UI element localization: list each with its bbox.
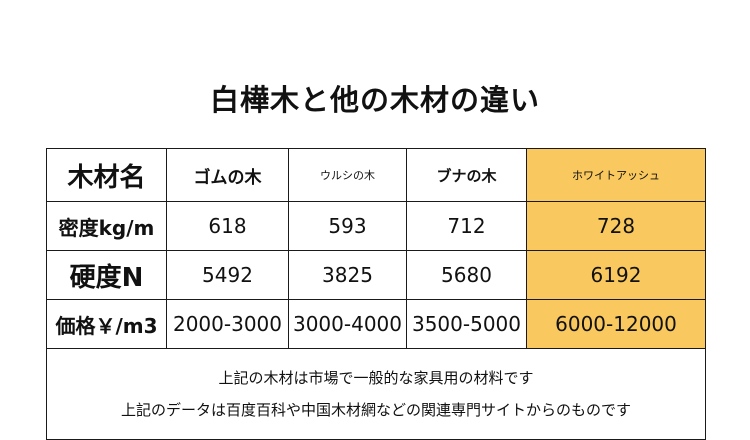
- row-label-density: 密度kg/m: [46, 201, 167, 251]
- note-line-source: 上記のデータは百度百科や中国木材網などの関連専門サイトからのものです: [120, 401, 631, 419]
- column-header-beech: ブナの木: [406, 148, 527, 202]
- page-title: 白樺木と他の木材の違い: [209, 83, 540, 117]
- wood-comparison-table: 木材名 ゴムの木 ウルシの木 ブナの木 ホワイトアッシュ 密度kg/m 618 …: [46, 148, 706, 440]
- table-row-price: 価格￥/m3 2000-3000 3000-4000 3500-5000 600…: [46, 299, 706, 349]
- table-cell: 3000-4000: [288, 299, 407, 349]
- notes-cell: 上記の木材は市場で一般的な家具用の材料です 上記のデータは百度百科や中国木材網な…: [46, 348, 706, 440]
- table-cell: 2000-3000: [166, 299, 289, 349]
- table-header-row: 木材名 ゴムの木 ウルシの木 ブナの木 ホワイトアッシュ: [46, 148, 706, 202]
- table-cell-highlighted: 6192: [526, 250, 706, 300]
- column-header-white-ash: ホワイトアッシュ: [526, 148, 706, 202]
- table-cell: 3825: [288, 250, 407, 300]
- row-label-hardness: 硬度N: [46, 250, 167, 300]
- column-header-rubber-wood: ゴムの木: [166, 148, 289, 202]
- row-label-price: 価格￥/m3: [46, 299, 167, 349]
- table-cell: 3500-5000: [406, 299, 527, 349]
- table-row-hardness: 硬度N 5492 3825 5680 6192: [46, 250, 706, 300]
- table-cell: 593: [288, 201, 407, 251]
- table-cell: 5492: [166, 250, 289, 300]
- table-cell-highlighted: 728: [526, 201, 706, 251]
- table-row-density: 密度kg/m 618 593 712 728: [46, 201, 706, 251]
- table-cell: 618: [166, 201, 289, 251]
- note-line-market: 上記の木材は市場で一般的な家具用の材料です: [218, 369, 534, 387]
- column-header-lacquer-wood: ウルシの木: [288, 148, 407, 202]
- table-cell: 5680: [406, 250, 527, 300]
- table-cell-highlighted: 6000-12000: [526, 299, 706, 349]
- corner-header: 木材名: [46, 148, 167, 202]
- table-notes-row: 上記の木材は市場で一般的な家具用の材料です 上記のデータは百度百科や中国木材網な…: [46, 348, 706, 440]
- table-cell: 712: [406, 201, 527, 251]
